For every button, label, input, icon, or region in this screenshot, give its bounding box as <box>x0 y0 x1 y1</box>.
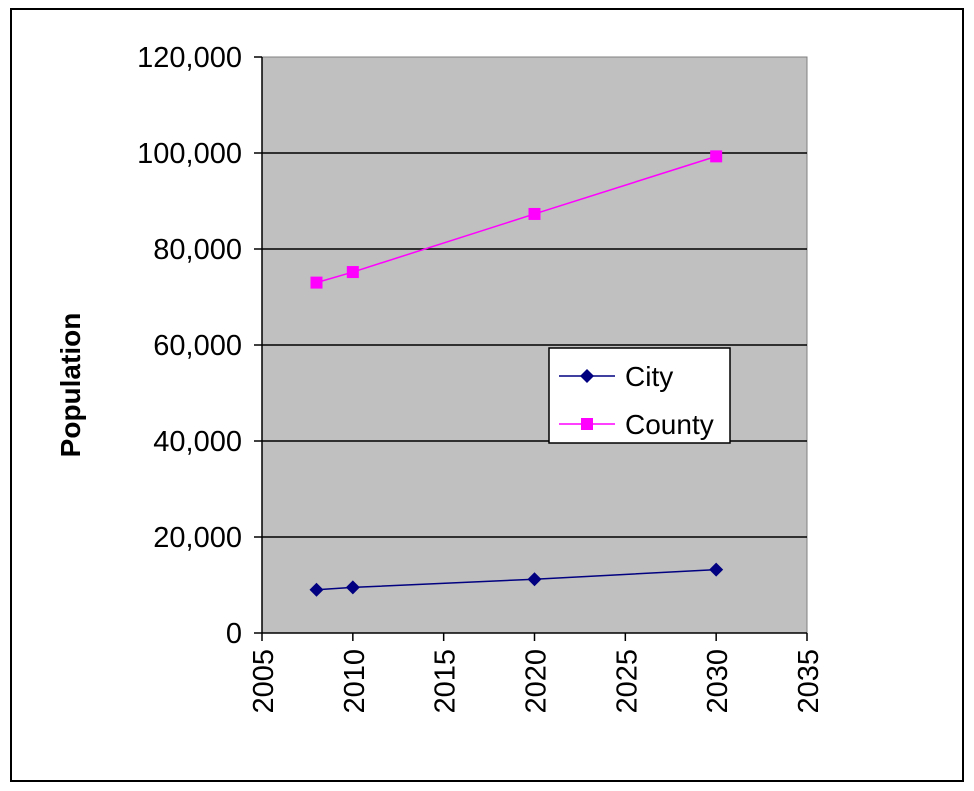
legend-marker-county <box>581 418 593 430</box>
y-tick-label: 0 <box>226 618 242 650</box>
series-layer <box>309 150 724 597</box>
x-axis-ticks: 2005 2010 2015 2020 2025 2030 2035 <box>248 633 825 714</box>
legend-marker-city <box>580 369 594 383</box>
y-tick-label: 60,000 <box>153 330 242 362</box>
legend-label-city: City <box>625 361 673 392</box>
series-city <box>309 562 724 597</box>
y-axis-label: Population <box>55 313 86 458</box>
legend: City County <box>548 347 731 444</box>
data-point-city <box>527 572 542 587</box>
y-tick-label: 100,000 <box>137 138 242 170</box>
legend-label-county: County <box>625 409 714 440</box>
y-tick-label: 40,000 <box>153 426 242 458</box>
x-tick-label: 2020 <box>521 649 553 714</box>
x-tick-label: 2015 <box>430 649 462 714</box>
data-point-county <box>310 276 323 289</box>
data-point-city <box>309 582 324 597</box>
data-point-city <box>345 580 360 595</box>
y-tick-label: 120,000 <box>137 42 242 74</box>
series-line-county <box>316 155 717 284</box>
data-point-county <box>710 150 723 163</box>
x-tick-label: 2025 <box>611 649 643 714</box>
data-point-city <box>709 562 724 577</box>
y-tick-label: 20,000 <box>153 522 242 554</box>
x-tick-label: 2005 <box>248 649 280 714</box>
y-axis-ticks: 0 20,000 40,000 60,000 80,000 100,000 120,000 <box>137 42 262 650</box>
series-line-city <box>316 568 717 591</box>
x-tick-label: 2030 <box>702 649 734 714</box>
y-tick-label: 80,000 <box>153 234 242 266</box>
x-tick-label: 2035 <box>793 649 825 714</box>
data-point-county <box>346 266 359 279</box>
series-county <box>310 150 723 289</box>
data-point-county <box>528 207 541 220</box>
legend-box <box>548 347 731 444</box>
x-tick-label: 2010 <box>339 649 371 714</box>
